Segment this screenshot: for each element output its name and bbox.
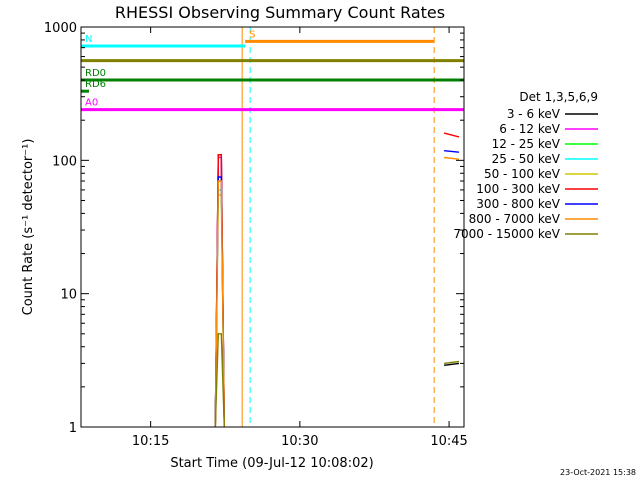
legend-label-12-25-kev: 12 - 25 keV [492,137,561,151]
series-300-800-kev [444,150,460,153]
series-800-7000-kev-early [214,180,225,428]
reference-lines [80,27,435,427]
legend-label-3-6-kev: 3 - 6 keV [507,107,561,121]
y-tick-label-100: 100 [52,154,77,169]
flag-label-rd6-7: RD6 [85,79,106,90]
plot-frame [80,26,465,428]
y-axis-label: Count Rate (s⁻¹ detector⁻¹) [21,139,36,316]
flag-label-a0-9: A0 [85,98,98,109]
legend-title: Det 1,3,5,6,9 [519,90,598,104]
y-tick-label-1000: 1000 [44,21,77,36]
y-tick-label-10: 10 [60,288,77,303]
legend-label-800-7000-kev: 800 - 7000 keV [469,212,561,226]
footer-date: 23-Oct-2021 15:38 [560,468,636,477]
chart-title: RHESSI Observing Summary Count Rates [115,3,445,22]
legend-label-100-300-kev: 100 - 300 keV [476,182,560,196]
series-800-7000-kev [444,156,460,160]
x-axis: 10:15 10:30 10:45 [132,27,468,449]
flag-label-n-1: N [85,34,92,45]
series-lines [214,132,460,428]
series-7000-15000-kev-early [214,333,225,428]
x-tick-label-10-30: 10:30 [281,434,318,449]
flag-label-s-0: S [249,29,255,40]
flag-label-rd0-6: RD0 [85,68,106,79]
legend-label-50-100-kev: 50 - 100 keV [484,167,561,181]
x-axis-label: Start Time (09-Jul-12 10:08:02) [170,456,373,471]
x-tick-label-10-15: 10:15 [132,434,169,449]
legend-label-6-12-kev: 6 - 12 keV [499,122,561,136]
y-axis: 1 10 100 1000 [44,21,464,436]
series-100-300-kev [443,132,460,138]
legend-label-7000-15000-kev: 7000 - 15000 keV [453,227,560,241]
legend-label-25-50-kev: 25 - 50 keV [492,152,561,166]
x-tick-label-10-45: 10:45 [430,434,467,449]
y-tick-label-1: 1 [69,421,77,436]
legend-label-300-800-kev: 300 - 800 keV [476,197,560,211]
series-7000-15000-kev [444,360,460,365]
series-3-6-kev [444,362,460,366]
